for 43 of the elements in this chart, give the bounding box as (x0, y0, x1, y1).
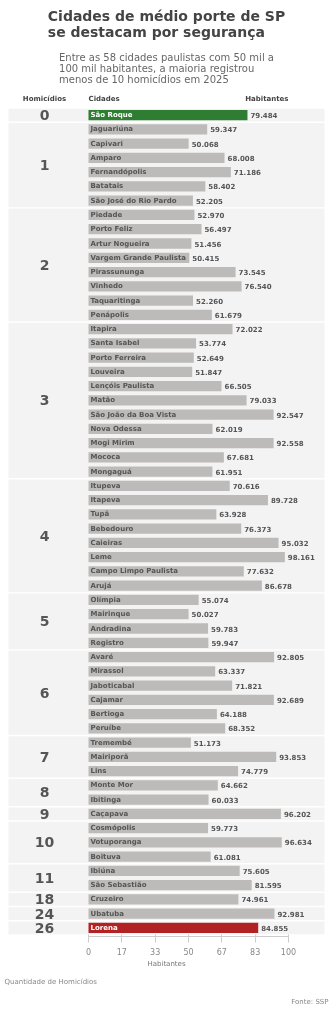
bar (88, 680, 233, 691)
band-label: 18 (34, 891, 55, 908)
chart-subtitle: Entre as 58 cidades paulistas com 50 mil a 100 mil habitantes, a maioria registrou menos de 10 homicídios em 2025 (59, 51, 274, 85)
chart-title: Cidades de médio porte de SP se destacam por segurança (47, 7, 286, 40)
bar (88, 395, 247, 406)
bar (88, 323, 233, 335)
band-label: 5 (39, 613, 50, 630)
bar (88, 509, 217, 520)
bar (88, 552, 285, 563)
bar (88, 480, 230, 492)
band-label: 10 (34, 834, 55, 851)
bar (88, 495, 268, 506)
x-tick-label: 0 (85, 947, 92, 957)
band-label: 11 (34, 870, 55, 887)
band-label: 1 (39, 157, 50, 174)
bar (88, 580, 262, 591)
band-label: 3 (39, 392, 50, 409)
bar (88, 837, 282, 848)
band-label: 26 (34, 919, 55, 936)
band-label: 2 (39, 256, 50, 273)
x-tick-label: 67 (216, 947, 227, 957)
x-tick-label: 100 (280, 947, 297, 957)
bar (88, 623, 209, 634)
band-label: 7 (39, 748, 50, 765)
band-label: 4 (39, 527, 50, 544)
bar (88, 765, 239, 777)
x-tick-label: 17 (116, 947, 127, 957)
x-tick-label: 33 (150, 947, 161, 957)
band-label: 6 (39, 684, 50, 701)
bar (88, 737, 191, 748)
band-label: 8 (39, 784, 50, 801)
x-tick-label: 83 (250, 947, 261, 957)
band-label: 24 (34, 905, 55, 922)
x-tick-label: 50 (183, 947, 194, 957)
band-label: 9 (39, 805, 50, 822)
bar (88, 409, 274, 420)
bar (88, 694, 274, 705)
band-label: 0 (39, 107, 50, 124)
bar (88, 865, 240, 877)
bar (88, 181, 206, 192)
bar (88, 651, 275, 663)
bar (88, 452, 224, 463)
bar (88, 537, 279, 549)
